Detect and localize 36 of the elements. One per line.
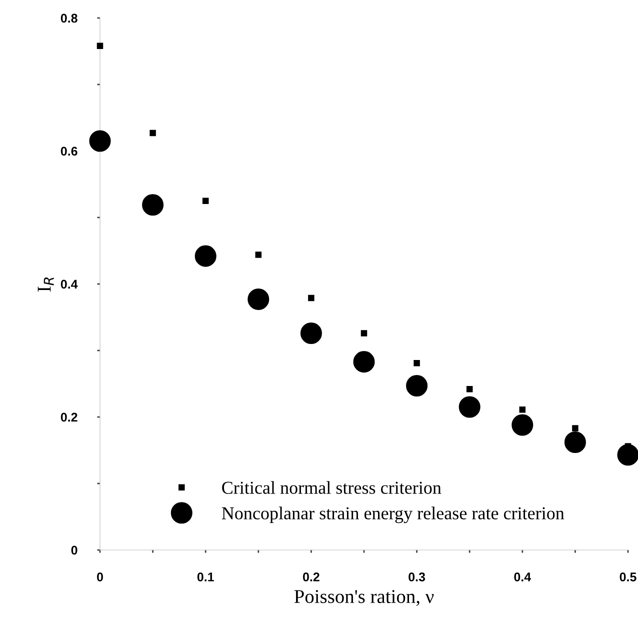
x-tick-label: 0 xyxy=(97,572,103,582)
y-tick-label: 0 xyxy=(71,546,78,555)
point xyxy=(300,322,322,344)
point xyxy=(150,130,156,136)
x-tick-label: 0.5 xyxy=(620,572,636,582)
point xyxy=(466,386,473,392)
y-tick-label: 0.4 xyxy=(60,280,78,289)
point xyxy=(353,351,375,373)
point xyxy=(572,425,578,432)
point xyxy=(414,360,420,366)
point xyxy=(255,252,262,258)
point xyxy=(360,330,368,336)
point xyxy=(519,406,526,413)
y-tick-label: 0.6 xyxy=(60,146,78,156)
x-tick-label: 0.3 xyxy=(408,572,426,582)
point xyxy=(406,374,428,397)
point xyxy=(194,245,216,267)
legend-label: Critical normal stress criterion xyxy=(222,481,442,494)
x-axis-title: Poisson's ration, ν xyxy=(294,590,434,606)
point xyxy=(308,294,314,302)
x-tick-label: 0.1 xyxy=(197,572,214,582)
point xyxy=(96,42,104,50)
x-tick-label: 0.4 xyxy=(514,572,532,582)
point xyxy=(248,288,270,310)
y-axis-title: I$_{R}$ xyxy=(38,278,54,292)
y-tick-label: 0.2 xyxy=(60,412,78,422)
point xyxy=(512,414,534,436)
point xyxy=(202,198,209,204)
point xyxy=(458,396,480,418)
x-tick-label: 0.2 xyxy=(303,572,320,582)
legend-label: Noncoplanar strain energy release rate criterion xyxy=(222,506,564,524)
point xyxy=(89,130,111,152)
point xyxy=(617,444,638,466)
y-tick-label: 0.8 xyxy=(60,14,78,23)
point xyxy=(564,432,586,454)
point xyxy=(142,194,164,216)
